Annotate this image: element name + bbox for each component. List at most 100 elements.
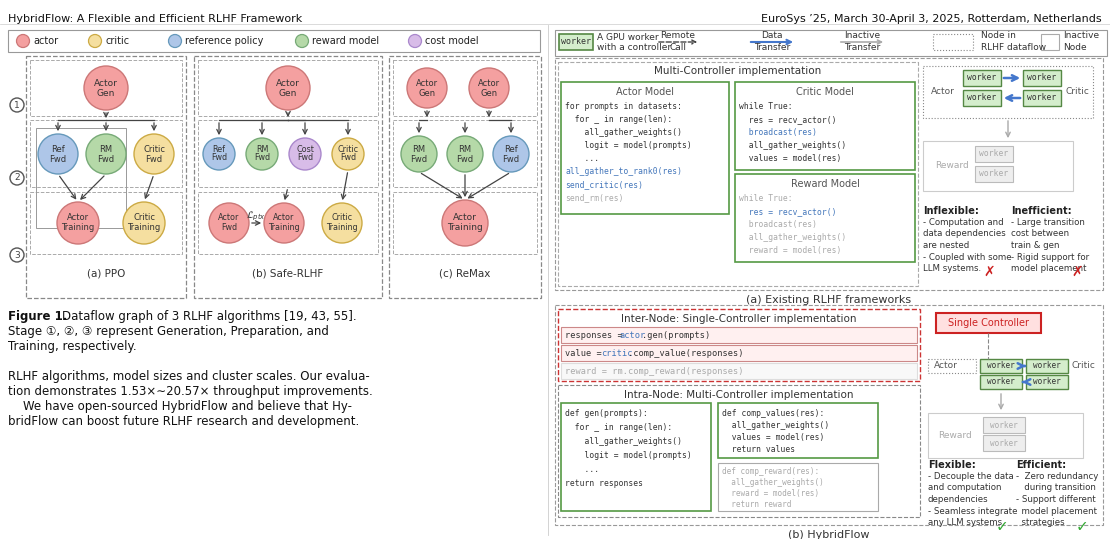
Bar <box>975 166 1013 182</box>
Bar <box>928 413 1083 458</box>
Text: - Rigid support for: - Rigid support for <box>1011 252 1089 261</box>
Text: model placement: model placement <box>1011 264 1087 273</box>
Bar <box>198 192 379 254</box>
Text: Multi-Controller implementation: Multi-Controller implementation <box>655 66 821 76</box>
Circle shape <box>203 138 235 170</box>
Circle shape <box>10 171 24 185</box>
Text: cost between: cost between <box>1011 230 1069 238</box>
Text: 3: 3 <box>14 251 20 259</box>
Circle shape <box>407 68 447 108</box>
Text: train & gen: train & gen <box>1011 241 1060 250</box>
Circle shape <box>89 34 101 47</box>
Bar <box>735 174 915 262</box>
Text: RM: RM <box>100 144 112 154</box>
Text: Critic Model: Critic Model <box>796 87 854 97</box>
Text: Gen: Gen <box>481 88 497 98</box>
Text: Reward: Reward <box>935 162 969 170</box>
Text: Dataflow graph of 3 RLHF algorithms [19, 43, 55].: Dataflow graph of 3 RLHF algorithms [19,… <box>62 310 356 323</box>
Bar <box>393 192 537 254</box>
Text: all_gather_weights(): all_gather_weights() <box>565 437 682 446</box>
Text: Fwd: Fwd <box>211 154 228 162</box>
Text: Fwd: Fwd <box>503 155 519 163</box>
Text: Intra-Node: Multi-Controller implementation: Intra-Node: Multi-Controller implementat… <box>624 390 854 400</box>
Text: Single Controller: Single Controller <box>948 318 1029 328</box>
Text: Training: Training <box>269 224 300 232</box>
Bar <box>561 82 729 214</box>
Circle shape <box>84 66 128 110</box>
Bar <box>561 345 917 361</box>
Text: any LLM systems.: any LLM systems. <box>928 518 1005 527</box>
Bar <box>924 141 1073 191</box>
Text: - Coupled with some: - Coupled with some <box>924 252 1011 261</box>
Text: Critic: Critic <box>1064 87 1089 96</box>
Text: LLM systems.: LLM systems. <box>924 264 981 273</box>
Text: send_rm(res): send_rm(res) <box>565 193 624 202</box>
Text: Data: Data <box>761 31 783 40</box>
Circle shape <box>447 136 483 172</box>
Text: Actor: Actor <box>453 213 477 223</box>
Text: (c) ReMax: (c) ReMax <box>440 269 491 279</box>
Text: worker: worker <box>968 73 997 82</box>
Bar <box>561 327 917 343</box>
Circle shape <box>289 138 321 170</box>
Text: Actor: Actor <box>416 79 438 88</box>
Text: for prompts in datasets:: for prompts in datasets: <box>565 102 682 111</box>
Text: send_critic(res): send_critic(res) <box>565 180 643 189</box>
Text: return responses: return responses <box>565 479 643 488</box>
Text: worker: worker <box>979 149 1009 158</box>
Text: Figure 1.: Figure 1. <box>8 310 68 323</box>
Circle shape <box>470 68 509 108</box>
Text: Actor: Actor <box>478 79 501 88</box>
Text: A GPU worker: A GPU worker <box>597 33 658 43</box>
Text: ✓: ✓ <box>1076 519 1089 534</box>
Text: values = model(res): values = model(res) <box>739 154 841 163</box>
Text: Gen: Gen <box>279 88 297 98</box>
Circle shape <box>10 248 24 262</box>
Text: with a controller: with a controller <box>597 44 672 52</box>
Text: logit = model(prompts): logit = model(prompts) <box>565 451 692 460</box>
Bar <box>975 146 1013 162</box>
Bar <box>718 463 878 511</box>
Bar <box>1023 70 1061 86</box>
Text: worker: worker <box>561 38 591 46</box>
Text: Fwd: Fwd <box>254 154 270 162</box>
Text: Call: Call <box>669 43 686 52</box>
Bar <box>393 120 537 187</box>
Bar <box>393 60 537 116</box>
Text: Fwd: Fwd <box>221 224 238 232</box>
Text: actor: actor <box>33 36 58 46</box>
Text: for _ in range(len):: for _ in range(len): <box>565 423 673 432</box>
Text: Gen: Gen <box>97 88 115 98</box>
Text: and computation: and computation <box>928 483 1001 493</box>
Text: all_gather_weights(): all_gather_weights() <box>722 421 829 430</box>
Text: Cost: Cost <box>296 144 314 154</box>
Text: Fwd: Fwd <box>456 155 474 163</box>
Text: strategies: strategies <box>1016 518 1064 527</box>
Bar <box>30 120 182 187</box>
Bar <box>555 58 1103 290</box>
Text: 1: 1 <box>14 100 20 109</box>
Bar <box>559 34 593 50</box>
Bar <box>561 363 917 379</box>
Text: res = recv_actor(): res = recv_actor() <box>739 207 837 216</box>
Text: Gen: Gen <box>418 88 435 98</box>
Text: while True:: while True: <box>739 102 793 111</box>
Text: return reward: return reward <box>722 500 791 509</box>
Text: all_gather_weights(): all_gather_weights() <box>722 478 824 487</box>
Bar <box>735 82 915 170</box>
Text: (b) HybridFlow: (b) HybridFlow <box>788 530 870 539</box>
Text: Transfer: Transfer <box>844 43 880 52</box>
Bar <box>198 120 379 187</box>
Text: reference policy: reference policy <box>185 36 263 46</box>
Text: -  Zero redundancy: - Zero redundancy <box>1016 472 1099 481</box>
Text: worker: worker <box>1033 362 1061 370</box>
Text: res = recv_actor(): res = recv_actor() <box>739 115 837 124</box>
Circle shape <box>322 203 362 243</box>
Circle shape <box>17 34 30 47</box>
Circle shape <box>169 34 182 47</box>
Text: .comp_value(responses): .comp_value(responses) <box>628 349 744 357</box>
Text: reward model: reward model <box>312 36 380 46</box>
Bar <box>718 403 878 458</box>
Text: Fwd: Fwd <box>340 154 356 162</box>
Bar <box>934 34 973 50</box>
